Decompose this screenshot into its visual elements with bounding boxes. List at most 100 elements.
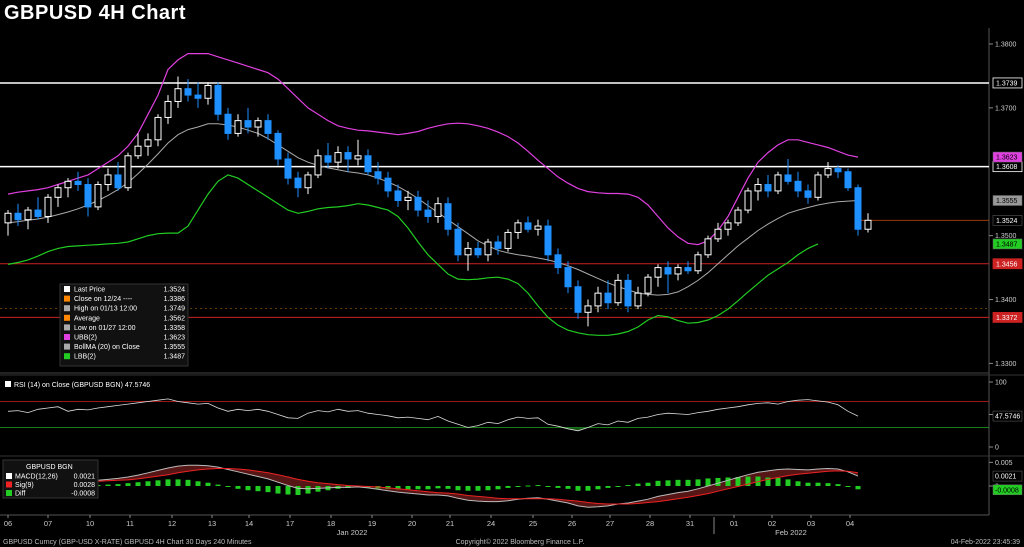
date-label-12: 24 (487, 519, 495, 528)
date-label-9: 19 (368, 519, 376, 528)
macd-legend-swatch-2 (6, 490, 12, 496)
candle-body-27 (274, 132, 282, 160)
macd-diff-bar-17 (175, 479, 181, 486)
candle-body-11 (114, 174, 122, 189)
price-panel: 1.3800 1.3700 1.3500 1.3400 1.3300 1.3739 1.36… (0, 41, 1023, 368)
date-label-11: 21 (446, 519, 454, 528)
macd-diff-bar-46 (465, 486, 471, 491)
candle-body-20 (204, 85, 212, 99)
date-label-20: 03 (807, 519, 815, 528)
candle-body-76 (764, 184, 772, 192)
candle-body-86 (864, 219, 872, 230)
price-legend-box (59, 283, 189, 367)
candle-body-59 (594, 292, 602, 307)
legend-swatch-3 (64, 314, 70, 321)
candle-body-83 (834, 168, 842, 173)
candle-body-63 (634, 292, 642, 307)
legend-value-4: 1.3358 (164, 325, 186, 332)
macd-diff-bar-85 (855, 486, 861, 490)
candle-body-13 (134, 145, 142, 157)
date-label-17: 31 (686, 519, 694, 528)
macd-diff-bar-58 (585, 486, 591, 491)
macd-diff-bar-11 (115, 484, 121, 486)
macd-diff-bar-45 (455, 486, 461, 491)
macd-diff-bar-77 (775, 477, 781, 486)
legend-value-1: 1.3386 (164, 296, 186, 303)
rsi-panel: 10050047.5746 (0, 380, 1023, 452)
candle-body-1 (14, 212, 22, 221)
macd-diff-bar-28 (285, 486, 291, 495)
candle-body-9 (94, 184, 102, 208)
legend-swatch-4 (64, 324, 70, 331)
price-y-tick-label-4: 1.3300 (995, 361, 1017, 368)
candle-body-32 (324, 155, 332, 163)
macd-legend-label-1: Sig(9) (15, 482, 34, 489)
candle-body-42 (424, 209, 432, 217)
candle-body-31 (314, 155, 322, 176)
macd-signal-fill (8, 465, 858, 508)
macd-diff-bar-24 (245, 486, 251, 491)
candle-body-52 (524, 222, 532, 230)
legend-label-2: High on 01/13 12:00 (74, 306, 137, 313)
candle-body-44 (444, 203, 452, 230)
macd-diff-bar-70 (705, 478, 711, 486)
macd-value-tag-label-0: 0.0021 (995, 474, 1017, 481)
candle-body-12 (124, 155, 132, 189)
macd-diff-bar-39 (395, 486, 401, 490)
candle-body-48 (484, 241, 492, 256)
candle-body-47 (474, 247, 482, 256)
macd-diff-bar-42 (425, 486, 431, 490)
macd-legend-swatch-0 (6, 473, 12, 479)
chart-title: GBPUSD 4H Chart (4, 2, 186, 24)
candle-body-2 (24, 209, 32, 221)
macd-diff-bar-16 (165, 479, 171, 486)
macd-diff-bar-51 (515, 486, 521, 487)
macd-diff-bar-18 (185, 479, 191, 486)
candle-body-80 (804, 190, 812, 198)
candle-body-7 (74, 180, 82, 186)
candle-body-8 (84, 184, 92, 208)
legend-label-3: Average (74, 315, 100, 322)
candle-body-73 (734, 209, 742, 224)
macd-diff-bar-78 (785, 479, 791, 486)
date-label-19: 02 (768, 519, 776, 528)
candle-body-3 (34, 209, 42, 217)
macd-diff-bar-65 (655, 480, 661, 486)
macd-diff-bar-84 (845, 486, 851, 487)
candle-body-75 (754, 184, 762, 192)
macd-diff-bar-49 (495, 486, 501, 490)
legend-value-7: 1.3487 (164, 354, 186, 361)
value-tag-3 (992, 238, 1023, 250)
rsi-y-tick-label-2: 0 (995, 445, 999, 452)
macd-diff-bar-27 (275, 486, 281, 494)
date-label-18: 01 (730, 519, 738, 528)
macd-diff-bar-67 (675, 479, 681, 486)
rsi-oversold-fill (8, 427, 858, 431)
price-y-tick-label-3: 1.3400 (995, 297, 1017, 304)
date-label-0: 06 (4, 519, 12, 528)
macd-diff-bar-79 (795, 481, 801, 486)
macd-legend-title: GBPUSD BGN (26, 464, 73, 471)
macd-diff-bar-14 (145, 481, 151, 486)
candle-body-30 (304, 174, 312, 189)
macd-diff-bar-52 (525, 485, 531, 487)
macd-diff-bar-25 (255, 486, 261, 492)
rsi-label-swatch (5, 381, 11, 387)
macd-diff-bar-76 (765, 477, 771, 486)
candle-body-82 (824, 168, 832, 176)
horizontal-line-tag-0 (992, 77, 1023, 89)
legend-value-6: 1.3555 (164, 344, 186, 351)
legend-swatch-6 (64, 343, 70, 350)
footer-center: Copyright© 2022 Bloomberg Finance L.P. (456, 538, 585, 546)
candle-body-74 (744, 190, 752, 211)
candle-body-54 (544, 225, 552, 256)
candle-body-79 (794, 180, 802, 192)
legend-value-0: 1.3524 (164, 287, 186, 294)
macd-diff-bar-50 (505, 486, 511, 488)
candle-body-14 (144, 139, 152, 147)
macd-diff-bar-26 (265, 486, 271, 493)
candle-body-4 (44, 196, 52, 217)
candle-body-65 (654, 267, 662, 278)
macd-diff-bar-30 (305, 486, 311, 494)
